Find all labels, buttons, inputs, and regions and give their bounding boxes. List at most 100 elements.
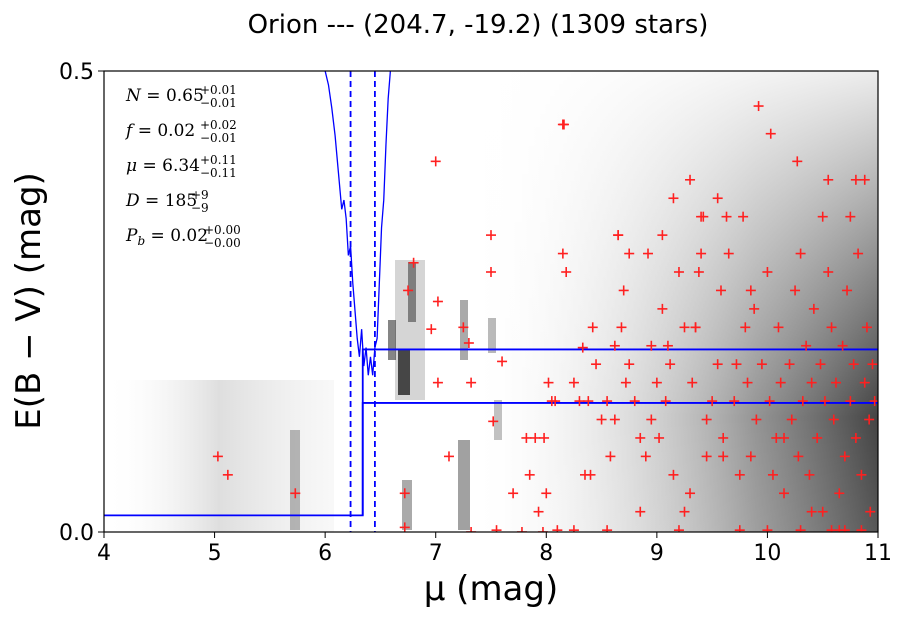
cloud-probability-curve: [324, 71, 392, 376]
x-tick-label: 8: [539, 541, 553, 566]
star-marker: [290, 488, 301, 499]
star-marker: [721, 211, 732, 222]
x-tick-label: 5: [208, 541, 222, 566]
star-marker: [812, 432, 823, 443]
star-marker: [577, 342, 588, 353]
star-marker: [557, 248, 568, 259]
star-marker: [793, 451, 804, 462]
star-marker: [497, 356, 508, 367]
star-marker: [609, 414, 620, 425]
x-tick-label: 4: [97, 541, 111, 566]
star-marker: [524, 469, 535, 480]
star-marker: [712, 193, 723, 204]
fit-parameters: N = 0.65+0.01 −0.01 f = 0.02 +0.02 −0.01 μ = …: [124, 83, 241, 250]
star-marker: [443, 451, 454, 462]
star-marker: [806, 377, 817, 388]
star-marker: [701, 451, 712, 462]
star-marker: [753, 101, 764, 112]
star-marker: [817, 211, 828, 222]
star-marker: [738, 211, 749, 222]
star-marker: [539, 432, 550, 443]
star-marker: [486, 230, 496, 241]
x-axis-label: μ (mag): [424, 569, 559, 609]
star-marker: [399, 488, 410, 499]
x-tick-label: 6: [318, 541, 332, 566]
star-marker: [823, 174, 834, 185]
star-marker: [685, 174, 696, 185]
star-marker: [488, 416, 499, 427]
param-D: D = 185+9 −9: [125, 188, 209, 215]
star-marker: [533, 506, 544, 517]
star-marker: [762, 525, 773, 532]
x-tick-label: 11: [864, 541, 892, 566]
star-marker: [635, 506, 646, 517]
star-marker: [651, 377, 662, 388]
star-marker: [795, 248, 806, 259]
star-marker: [723, 248, 734, 259]
star-marker: [587, 322, 598, 333]
star-marker: [826, 322, 837, 333]
star-marker: [790, 285, 801, 296]
star-marker: [635, 432, 646, 443]
star-marker: [742, 377, 753, 388]
param-mu: μ = 6.34+0.11 −0.11: [126, 153, 237, 180]
star-marker: [842, 285, 853, 296]
star-marker: [830, 377, 841, 388]
x-tick-label: 9: [650, 541, 664, 566]
star-marker: [808, 303, 819, 314]
star-marker: [618, 285, 629, 296]
star-marker: [826, 525, 837, 532]
star-marker: [466, 527, 477, 532]
star-marker: [426, 324, 437, 335]
star-marker: [430, 156, 441, 167]
star-marker: [408, 257, 419, 268]
star-marker: [458, 322, 469, 333]
star-marker: [574, 396, 585, 407]
star-marker: [834, 488, 845, 499]
star-marker: [585, 469, 596, 480]
star-marker: [646, 414, 657, 425]
param-Pb: Pb = 0.02+0.00 −0.00: [125, 223, 241, 250]
star-marker: [516, 527, 527, 532]
star-marker: [867, 359, 878, 370]
star-marker: [861, 322, 872, 333]
star-marker: [797, 396, 808, 407]
star-marker: [609, 340, 620, 351]
star-marker: [591, 359, 602, 370]
star-marker: [629, 396, 640, 407]
star-marker: [432, 377, 443, 388]
star-marker: [685, 488, 696, 499]
star-marker: [399, 522, 410, 532]
star-marker: [530, 432, 541, 443]
star-marker: [751, 414, 762, 425]
star-marker: [718, 432, 729, 443]
star-marker: [839, 451, 850, 462]
star-marker: [779, 432, 790, 443]
star-marker: [845, 211, 856, 222]
x-tick-label: 7: [429, 541, 443, 566]
star-marker: [815, 359, 826, 370]
star-marker: [865, 506, 876, 517]
star-marker: [679, 506, 690, 517]
star-marker: [583, 396, 594, 407]
star-marker: [657, 303, 668, 314]
star-marker: [779, 488, 790, 499]
star-marker: [662, 340, 673, 351]
star-marker: [823, 266, 834, 277]
star-marker: [845, 396, 856, 407]
star-marker: [624, 359, 635, 370]
star-marker: [731, 359, 742, 370]
star-marker: [605, 451, 616, 462]
star-marker: [550, 396, 561, 407]
y-tick-label: 0.0: [59, 521, 94, 546]
star-marker: [718, 451, 729, 462]
star-marker: [839, 525, 850, 532]
param-f: f = 0.02 +0.02 −0.01: [124, 118, 237, 145]
star-marker: [557, 119, 568, 130]
star-marker: [660, 396, 671, 407]
star-marker: [403, 285, 414, 296]
star-marker: [801, 340, 812, 351]
star-marker: [596, 414, 607, 425]
star-marker: [602, 396, 613, 407]
star-marker: [673, 525, 684, 532]
